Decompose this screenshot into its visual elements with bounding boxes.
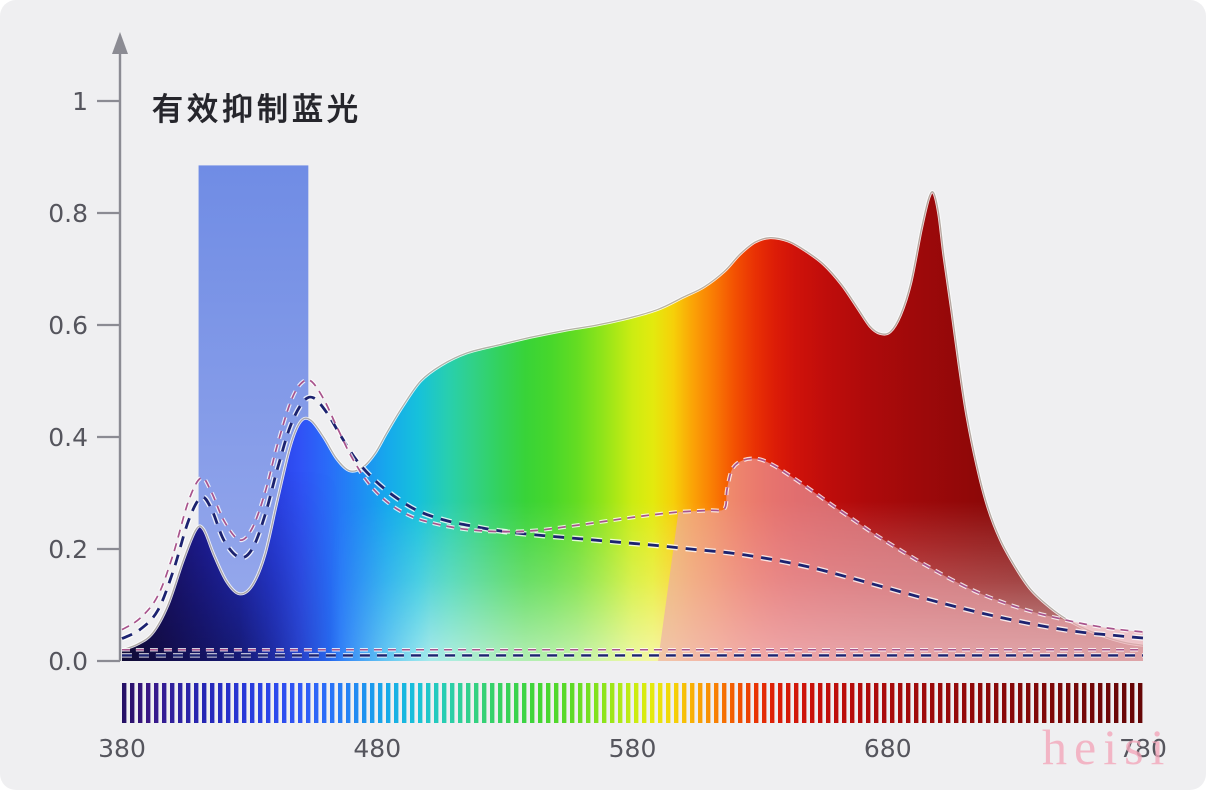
chart-title: 有效抑制蓝光 (152, 92, 362, 128)
y-tick-label: 0.8 (48, 199, 88, 228)
y-tick-label: 1 (72, 87, 88, 116)
dashed-curve (121, 395, 1144, 640)
x-tick-label: 580 (609, 734, 657, 763)
spectrum-edge-halo (121, 190, 1144, 652)
x-tick-label: 780 (1119, 734, 1167, 763)
y-tick-label: 0.2 (48, 535, 88, 564)
y-tick-label: 0.4 (48, 423, 88, 452)
x-tick-label: 380 (98, 734, 146, 763)
y-tick-label: 0.0 (48, 647, 88, 676)
pink-reference-area (658, 458, 1143, 661)
y-tick-label: 0.6 (48, 311, 88, 340)
spectrum-edge-line (121, 191, 1144, 651)
x-axis: 380 480 580 680 780 (98, 734, 1167, 763)
x-tick-label: 680 (864, 734, 912, 763)
strip-gaps (122, 683, 1143, 723)
dashed-curve (121, 379, 1144, 633)
x-tick-label: 480 (353, 734, 401, 763)
y-axis: 0.0 0.2 0.4 0.6 0.8 1 (48, 32, 128, 676)
y-axis-arrow (112, 32, 128, 54)
watermark-text: heisi (1042, 719, 1172, 775)
